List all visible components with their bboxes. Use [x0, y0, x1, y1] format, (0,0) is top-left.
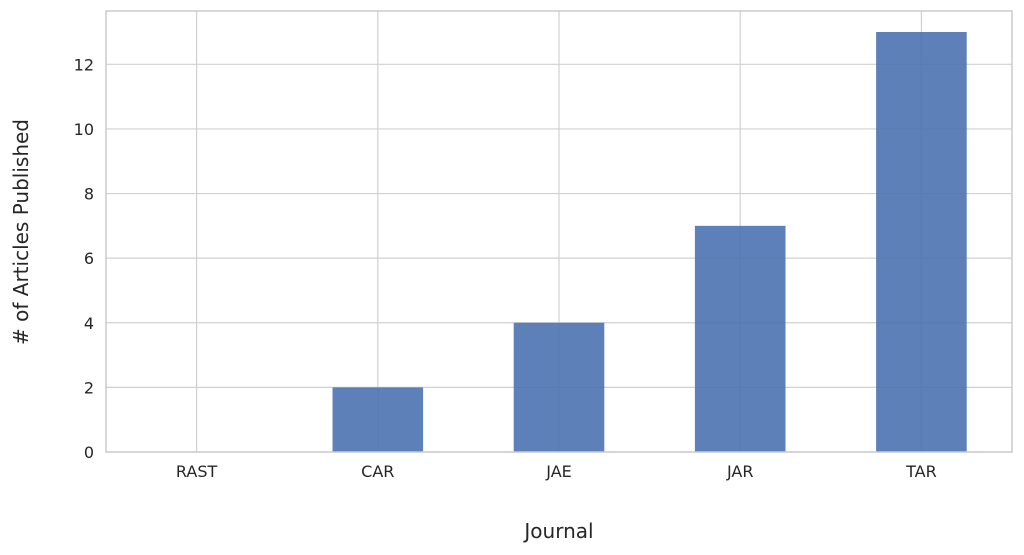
bar-car [332, 387, 424, 452]
x-tick-label-jae: JAE [545, 462, 572, 481]
y-tick-label: 6 [84, 249, 94, 268]
x-axis-title: Journal [522, 519, 593, 543]
bar-jar [694, 225, 786, 452]
y-tick-label: 8 [84, 185, 94, 204]
bar-tar [876, 32, 967, 452]
x-tick-label-tar: TAR [905, 462, 937, 481]
x-tick-label-jar: JAR [726, 462, 754, 481]
x-tick-label-car: CAR [361, 462, 394, 481]
y-tick-label: 12 [74, 55, 94, 74]
bars [332, 32, 967, 452]
y-axis-title: # of Articles Published [9, 119, 33, 345]
x-tick-labels: RAST CAR JAE JAR TAR [176, 462, 937, 481]
y-tick-label: 4 [84, 314, 94, 333]
y-tick-label: 2 [84, 378, 94, 397]
y-tick-label: 10 [74, 120, 94, 139]
bar-jae [513, 322, 605, 452]
y-tick-labels: 0 2 4 6 8 10 12 [74, 55, 94, 462]
x-tick-label-rast: RAST [176, 462, 218, 481]
plot-frame [105, 10, 1013, 453]
y-tick-label: 0 [84, 443, 94, 462]
